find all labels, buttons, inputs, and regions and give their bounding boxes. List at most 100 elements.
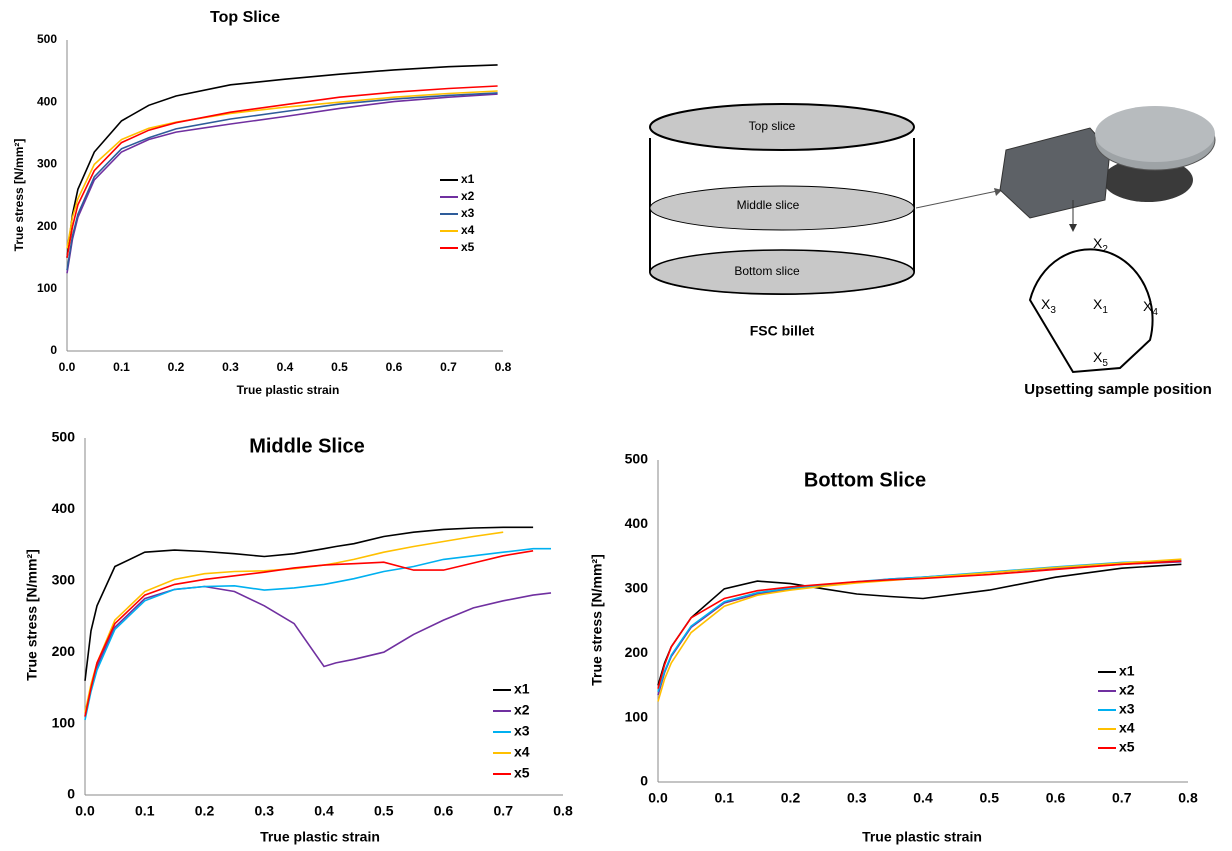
legend-label: x1 [461, 172, 475, 186]
series-line [66, 85, 498, 258]
subscript: 2 [1102, 244, 1108, 255]
x-axis-label: True plastic strain [260, 829, 380, 845]
x-tick-label: 0.6 [386, 360, 403, 374]
y-tick-label: 300 [52, 572, 76, 588]
x-tick-label: 0.7 [440, 360, 457, 374]
y-tick-label: 400 [37, 94, 57, 108]
series-line [66, 92, 498, 271]
series-line [657, 561, 1182, 696]
x-tick-label: 0.1 [135, 803, 155, 819]
y-tick-label: 300 [37, 157, 57, 171]
legend-label: x2 [1119, 682, 1135, 698]
x-tick-label: 0.4 [314, 803, 334, 819]
series-line [657, 558, 1182, 702]
y-tick-label: 100 [37, 281, 57, 295]
y-tick-label: 0 [640, 773, 648, 789]
y-tick-label: 100 [52, 714, 76, 730]
billet-diagram: Top slice Middle slice Bottom slice FSC … [649, 103, 1216, 398]
x-tick-label: 0.0 [648, 790, 668, 806]
y-tick-label: 400 [625, 515, 649, 531]
y-tick-label: 200 [625, 644, 649, 660]
position-label: X5 [1093, 349, 1108, 369]
billet-label: FSC billet [750, 323, 815, 339]
arrow [915, 189, 1003, 209]
subscript: 4 [1152, 307, 1158, 318]
top-slice [649, 103, 915, 151]
legend-label: x2 [514, 702, 530, 718]
series-line [657, 560, 1182, 689]
y-tick-label: 500 [52, 429, 76, 445]
x-tick-label: 0.7 [494, 803, 514, 819]
y-tick-label: 300 [625, 580, 649, 596]
legend-label: x2 [461, 189, 475, 203]
y-tick-label: 200 [37, 219, 57, 233]
y-tick-label: 500 [37, 32, 57, 46]
x-tick-label: 0.5 [374, 803, 394, 819]
chart-title: Bottom Slice [804, 469, 926, 491]
arrowhead [1069, 224, 1077, 232]
x-tick-label: 0.0 [59, 360, 76, 374]
series-line [84, 550, 534, 717]
x-tick-label: 0.8 [553, 803, 573, 819]
position-label: X2 [1093, 235, 1108, 255]
position-label: X4 [1143, 298, 1158, 318]
letter: X [1093, 235, 1103, 251]
sample-outline [1028, 248, 1154, 374]
legend-label: x4 [514, 744, 530, 760]
middle-slice [649, 185, 915, 231]
x-tick-label: 0.2 [195, 803, 215, 819]
series-line [66, 64, 498, 258]
sample-photo [1095, 106, 1215, 162]
x-tick-label: 0.4 [277, 360, 294, 374]
slice-label: Top slice [749, 119, 796, 133]
legend-label: x4 [1119, 720, 1135, 736]
legend-label: x3 [514, 723, 530, 739]
legend-label: x5 [461, 240, 475, 254]
subscript: 1 [1102, 305, 1108, 316]
y-axis-label: True stress [N/mm²] [589, 554, 605, 685]
y-tick-label: 200 [52, 643, 76, 659]
letter: X [1143, 298, 1153, 314]
x-tick-label: 0.6 [1046, 790, 1066, 806]
legend-label: x4 [461, 223, 475, 237]
x-tick-label: 0.5 [980, 790, 1000, 806]
x-tick-label: 0.1 [715, 790, 735, 806]
x-tick-label: 0.8 [495, 360, 512, 374]
caption: Upsetting sample position [1024, 381, 1212, 398]
series-line [66, 93, 498, 274]
legend-label: x3 [1119, 701, 1135, 717]
sample-photo [999, 127, 1111, 219]
position-label: X3 [1041, 296, 1056, 316]
y-tick-label: 100 [625, 708, 649, 724]
x-tick-label: 0.2 [168, 360, 185, 374]
slice-label: Bottom slice [734, 264, 800, 278]
x-tick-label: 0.4 [913, 790, 933, 806]
y-tick-label: 0 [67, 786, 75, 802]
subscript: 3 [1050, 305, 1056, 316]
y-axis-label: True stress [N/mm²] [12, 139, 26, 252]
slice-label: Middle slice [737, 198, 800, 212]
legend-label: x5 [1119, 739, 1135, 755]
subscript: 5 [1102, 358, 1108, 369]
bottom-slice [649, 249, 915, 295]
series-line [84, 585, 552, 717]
x-tick-label: 0.5 [331, 360, 348, 374]
letter: X [1041, 296, 1051, 312]
chart-title: Top Slice [210, 9, 280, 26]
series-line [657, 563, 1182, 686]
x-axis-label: True plastic strain [237, 383, 340, 397]
position-label: X1 [1093, 296, 1108, 316]
x-tick-label: 0.0 [75, 803, 95, 819]
legend-label: x1 [514, 681, 530, 697]
x-tick-label: 0.3 [222, 360, 239, 374]
letter: X [1093, 296, 1103, 312]
x-tick-label: 0.7 [1112, 790, 1132, 806]
legend-label: x5 [514, 765, 530, 781]
x-tick-label: 0.2 [781, 790, 801, 806]
x-tick-label: 0.6 [434, 803, 454, 819]
y-tick-label: 400 [52, 500, 76, 516]
legend-label: x3 [461, 206, 475, 220]
legend-label: x1 [1119, 663, 1135, 679]
x-axis-label: True plastic strain [862, 829, 982, 845]
